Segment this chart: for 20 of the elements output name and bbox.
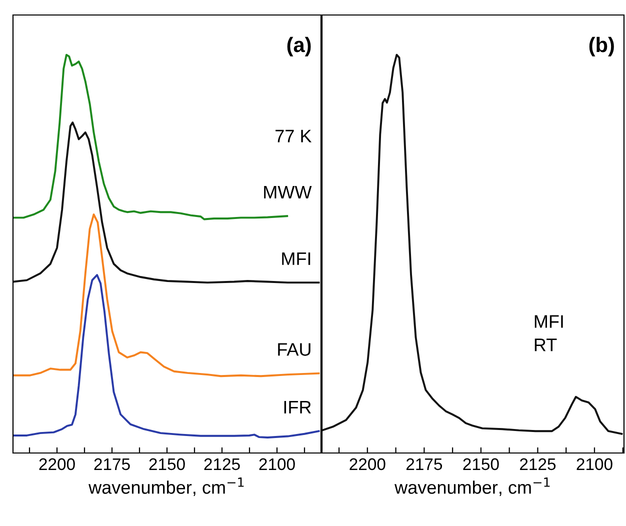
series-label: MWW <box>264 186 312 198</box>
series-label: FAU <box>278 343 310 356</box>
chart-title: (a) <box>287 36 311 56</box>
x-tick-label: 2100 <box>259 458 295 470</box>
series-label: MFI <box>282 252 310 265</box>
x-tick-label: 2175 <box>94 458 130 470</box>
x-tick-label: 2175 <box>406 458 442 470</box>
annotation: MFI RT <box>534 315 563 352</box>
x-tick-label: 2125 <box>204 458 240 470</box>
annotation: 77 K <box>276 130 312 142</box>
x-tick-label: 2200 <box>39 458 75 470</box>
series-label: IFR <box>284 400 311 414</box>
x-axis-title: wavenumber, cm$^{−1}$ <box>88 478 244 496</box>
x-axis-title: wavenumber, cm$^{−1}$ <box>394 478 550 496</box>
x-tick-label: 2200 <box>350 458 386 470</box>
x-tick-label: 2125 <box>520 458 556 470</box>
x-tick-label: 2150 <box>463 458 499 470</box>
x-tick-label: 2150 <box>149 458 185 470</box>
chart-title: (b) <box>589 36 614 56</box>
x-tick-label: 2100 <box>576 458 612 470</box>
